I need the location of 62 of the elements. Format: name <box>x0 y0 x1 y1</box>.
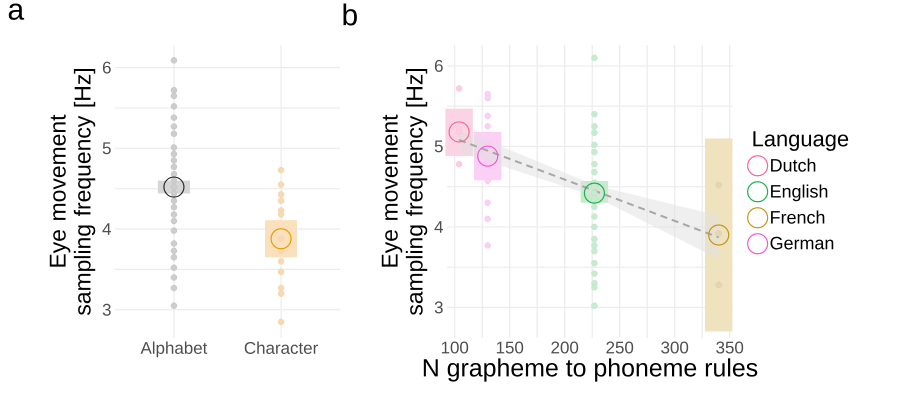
bar <box>704 138 732 332</box>
x-tick-label: Alphabet <box>140 342 208 358</box>
x-tick-label: 200 <box>551 342 578 354</box>
point <box>484 200 491 206</box>
point <box>716 182 722 188</box>
point <box>484 178 491 184</box>
chart-title: b <box>343 4 357 26</box>
point <box>591 54 598 62</box>
point <box>591 168 598 176</box>
x-tick-label: 300 <box>661 342 688 354</box>
chart-title: a <box>8 4 24 20</box>
point <box>708 224 730 246</box>
y-tick-label: 3 <box>102 304 111 316</box>
point <box>591 242 598 249</box>
point <box>591 302 598 309</box>
x-tick-label: Character <box>244 342 318 354</box>
y-axis-title: Eye movement sampling frequency [Hz] <box>382 69 428 316</box>
point <box>484 216 491 222</box>
point <box>591 111 598 118</box>
y-tick-label: 6 <box>434 60 443 72</box>
point <box>591 213 598 220</box>
point <box>591 248 598 254</box>
point <box>484 112 491 120</box>
point <box>484 94 491 102</box>
point <box>716 282 722 288</box>
y-tick-label: 3 <box>434 301 443 314</box>
point <box>591 183 598 190</box>
point <box>591 130 598 136</box>
y-tick-label: 4 <box>434 221 443 233</box>
legend-title: Language <box>753 131 848 151</box>
point <box>477 145 498 167</box>
point <box>591 148 598 156</box>
x-tick-label: 250 <box>606 342 634 354</box>
point <box>591 204 598 210</box>
y-axis-title: Eye movement sampling frequency [Hz] <box>50 69 96 316</box>
point <box>591 160 598 168</box>
point <box>591 260 598 266</box>
point <box>591 196 598 202</box>
point <box>591 236 598 242</box>
point <box>456 85 462 92</box>
x-tick-label: 150 <box>496 342 524 354</box>
point <box>591 270 598 277</box>
point <box>484 123 491 130</box>
point <box>591 284 598 290</box>
point <box>591 123 598 130</box>
point <box>591 224 598 230</box>
point <box>448 121 470 143</box>
x-axis-title: N grapheme to phoneme rules <box>424 358 758 382</box>
x-tick-label: 100 <box>442 342 468 354</box>
y-tick-label: 5 <box>434 140 443 152</box>
point <box>484 242 491 249</box>
point <box>591 142 598 148</box>
point <box>456 160 462 168</box>
y-tick-label: 6 <box>102 62 111 74</box>
legend-label: French <box>771 210 824 224</box>
y-tick-label: 4 <box>102 223 111 235</box>
y-tick-label: 5 <box>102 142 111 154</box>
legend-label: Dutch <box>771 158 816 172</box>
x-tick-label: 350 <box>716 342 744 354</box>
bar <box>445 108 473 156</box>
legend-label: German <box>770 236 834 250</box>
legend-label: English <box>771 184 828 202</box>
